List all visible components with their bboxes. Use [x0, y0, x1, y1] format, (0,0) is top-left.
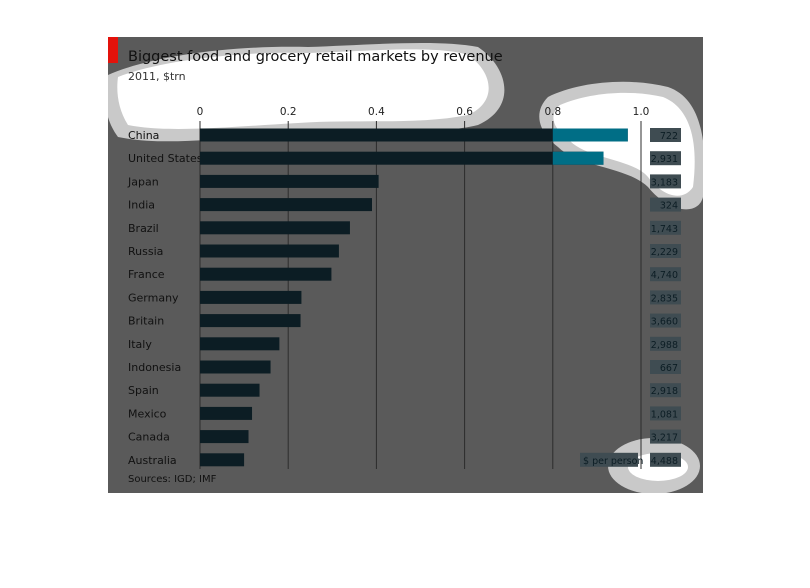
category-label: India [128, 199, 155, 212]
per-person-box [650, 429, 681, 444]
category-label: Italy [128, 338, 152, 351]
per-person-value: 4,488 [651, 456, 678, 467]
bar [200, 267, 332, 281]
per-person-box [650, 197, 681, 212]
category-label: Canada [128, 431, 170, 444]
per-person-value: 324 [660, 201, 678, 212]
per-person-box [650, 452, 681, 467]
bar [200, 360, 271, 374]
category-label: Brazil [128, 222, 159, 235]
bar [200, 151, 604, 165]
bar [200, 174, 379, 188]
bar [200, 406, 253, 420]
category-label: France [128, 268, 165, 281]
bar [200, 198, 372, 212]
per-person-box [650, 406, 681, 421]
per-person-value: 722 [660, 131, 678, 142]
per-person-value: 3,183 [651, 177, 678, 188]
category-label: Indonesia [128, 361, 181, 374]
category-label: Britain [128, 315, 164, 328]
category-label: Germany [128, 291, 179, 304]
per-person-box [650, 220, 681, 235]
bar [200, 290, 302, 304]
per-person-label: $ per person [583, 456, 643, 467]
chart-source: Sources: IGD; IMF [128, 474, 217, 485]
per-person-box [650, 128, 681, 142]
per-person-value: 2,931 [651, 154, 678, 165]
per-person-value: 1,743 [651, 224, 678, 235]
bar [200, 383, 260, 397]
brand-accent-bar [108, 37, 118, 63]
per-person-box [650, 313, 681, 328]
per-person-value: 3,217 [651, 433, 678, 444]
x-tick-label: 0.6 [456, 106, 473, 118]
category-label: Australia [128, 454, 177, 467]
per-person-value: 1,081 [651, 409, 678, 420]
x-tick-label: 0 [197, 106, 204, 118]
bar [200, 430, 249, 444]
per-person-box [650, 174, 681, 189]
bar [200, 221, 350, 235]
per-person-value: 2,918 [651, 386, 678, 397]
per-person-box [650, 360, 681, 374]
per-person-box [650, 151, 681, 166]
per-person-box [650, 336, 681, 351]
per-person-label-box [580, 452, 638, 467]
per-person-box [650, 290, 681, 305]
per-person-value: 667 [660, 363, 678, 374]
category-label: Russia [128, 245, 163, 258]
per-person-box [650, 244, 681, 258]
bar-highlight [552, 151, 604, 165]
bar [200, 337, 280, 351]
chart-subtitle: 2011, $trn [128, 70, 186, 83]
x-tick-label: 0.4 [368, 106, 385, 118]
bar-chart: 0 0.2 0.4 0.6 0.8 1.0 China 722 United States 2,9… [127, 106, 681, 469]
per-person-value: 2,835 [651, 293, 678, 304]
chart-title: Biggest food and grocery retail markets … [128, 49, 503, 65]
x-tick-label: 1.0 [633, 106, 650, 118]
category-label: Mexico [128, 407, 167, 420]
per-person-value: 2,988 [651, 340, 678, 351]
x-tick-label: 0.2 [280, 106, 297, 118]
chart-panel: Biggest food and grocery retail markets … [108, 37, 703, 493]
category-label: Spain [128, 384, 159, 397]
bar [200, 128, 628, 142]
category-label: United States [128, 152, 203, 165]
bar-highlight [552, 128, 628, 142]
per-person-box [650, 383, 681, 398]
per-person-value: 3,660 [651, 317, 678, 328]
per-person-value: 2,229 [651, 247, 678, 258]
bar [200, 314, 301, 328]
category-label: China [128, 129, 159, 142]
bar [200, 244, 339, 258]
bar [200, 453, 245, 467]
category-label: Japan [127, 175, 159, 188]
per-person-box [650, 267, 681, 282]
per-person-value: 4,740 [651, 270, 678, 281]
x-tick-label: 0.8 [544, 106, 561, 118]
